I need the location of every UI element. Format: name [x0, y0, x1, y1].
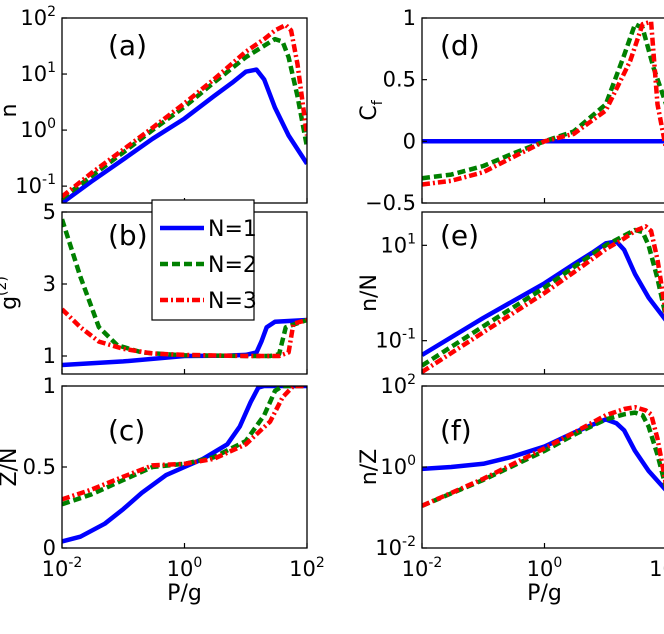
yaxis-label-f: n/Z	[357, 449, 382, 485]
series-n1-line-b	[62, 317, 307, 368]
panel-c: 0 0.5 1 10-2 100 102 P/g Z/N (c)	[0, 374, 325, 606]
series-n3-line-c	[62, 386, 307, 502]
panel-label-a: (a)	[108, 29, 147, 62]
xtick-label: 10-2	[42, 555, 83, 581]
panels: 10-1100101102n(a)135g(2)(b)00.5110-21001…	[0, 4, 664, 606]
panel-label-b: (b)	[108, 219, 148, 252]
ytick-label: 0	[403, 129, 416, 153]
ytick-label: 101	[380, 231, 416, 257]
xaxis-label-f: P/g	[527, 581, 562, 606]
ytick-label: 1	[43, 374, 56, 398]
yaxis-label-b: g(2)	[0, 276, 22, 310]
series-n3-line-f	[422, 404, 664, 508]
legend-label-n2: N=2	[208, 253, 257, 278]
xtick-label: 102	[289, 555, 325, 581]
ytick-label: 1	[403, 6, 416, 30]
series-n2-line-f	[422, 410, 664, 508]
series-n1-line-a	[62, 67, 307, 203]
series-n2-line-b	[62, 218, 307, 359]
xtick-label: 100	[167, 555, 203, 581]
series-n2-line-d	[422, 21, 664, 181]
ytick-label: 10-2	[375, 534, 416, 560]
legend: N=1 N=2 N=3	[151, 199, 257, 321]
panel-f: 10-2 100 102 10-2 100 102 P/g n/Z (f)	[357, 372, 664, 606]
ytick-label: 0	[43, 536, 56, 560]
panel-label-c: (c)	[108, 414, 145, 447]
ytick-label: 5	[43, 200, 56, 224]
ytick-label: 0.5	[23, 455, 56, 479]
ytick-label: 102	[380, 372, 416, 398]
ytick-label: 102	[20, 4, 56, 30]
yaxis-label-e: n/N	[357, 274, 382, 312]
panel-label-e: (e)	[440, 219, 479, 252]
panel-b: 1 3 5 g(2) (b)	[0, 200, 308, 375]
panel-d: −0.5 0 0.5 1 Cf (d)	[357, 6, 664, 215]
series-n3-line-a	[62, 22, 307, 199]
legend-label-n1: N=1	[208, 217, 257, 242]
series-n3-line-e	[422, 224, 664, 374]
series-n3-line-d	[422, 19, 664, 187]
ytick-label: 10-1	[15, 172, 56, 198]
ytick-label: 100	[380, 453, 416, 479]
panel-label-f: (f)	[440, 414, 472, 447]
series-n2-line-a	[62, 36, 307, 201]
series-n2-line-e	[422, 227, 664, 368]
yaxis-label-c: Z/N	[0, 448, 22, 487]
xtick-label: 100	[527, 555, 563, 581]
panel-a: 10-1 100 101 102 n (a)	[0, 4, 308, 204]
series-n2-line-c	[62, 386, 307, 507]
ytick-label: −0.5	[365, 191, 416, 215]
xtick-label: 10-2	[402, 555, 443, 581]
panel-label-d: (d)	[440, 29, 480, 62]
legend-label-n3: N=3	[208, 289, 257, 314]
panel-e: 10-1 101 n/N (e)	[357, 211, 664, 375]
xaxis-label-c: P/g	[167, 581, 202, 606]
ytick-label: 3	[43, 272, 56, 296]
ytick-label: 101	[20, 60, 56, 86]
ytick-label: 0.5	[383, 68, 416, 92]
yaxis-label-a: n	[0, 104, 22, 118]
series-n1-line-e	[422, 239, 664, 357]
yaxis-label-d: Cf	[357, 99, 386, 120]
xtick-label: 102	[649, 555, 664, 581]
ytick-label: 100	[20, 116, 56, 142]
ytick-label: 10-1	[375, 327, 416, 353]
ytick-label: 1	[43, 344, 56, 368]
